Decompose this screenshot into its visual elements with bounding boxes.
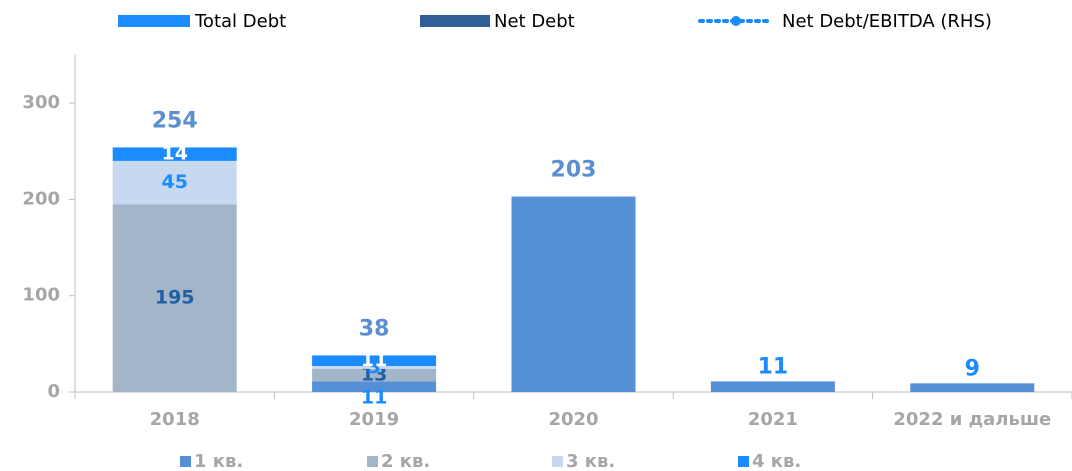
bar-segment <box>312 381 437 392</box>
bar-segment <box>112 204 237 392</box>
x-tick-label: 2018 <box>150 409 200 430</box>
total-label: 38 <box>359 316 390 341</box>
legend-swatch <box>180 456 191 467</box>
legend-swatch <box>367 456 378 467</box>
total-label: 9 <box>965 356 980 381</box>
bar-segment <box>511 196 636 392</box>
x-tick-label: 2020 <box>548 409 598 430</box>
legend-swatch <box>420 15 490 27</box>
x-tick-label: 2021 <box>748 409 798 430</box>
legend-label: Net Debt/EBITDA (RHS) <box>782 11 992 32</box>
y-tick-label: 100 <box>22 285 60 306</box>
total-label: 11 <box>758 354 789 379</box>
segment-label: 45 <box>161 171 187 193</box>
legend-label: Total Debt <box>194 11 286 32</box>
bar-segment <box>910 383 1035 392</box>
bar-segment <box>312 366 437 369</box>
legend-swatch <box>738 456 749 467</box>
total-label: 254 <box>152 108 198 133</box>
legend-label: 3 кв. <box>566 451 615 471</box>
bar-segment <box>112 147 237 161</box>
segment-label: 11 <box>361 387 387 409</box>
bar-segment <box>312 368 437 382</box>
y-tick-label: 0 <box>47 381 60 402</box>
legend-label: Net Debt <box>494 11 575 32</box>
x-tick-label: 2019 <box>349 409 399 430</box>
legend-swatch <box>118 15 190 27</box>
legend-swatch <box>552 456 563 467</box>
segment-label: 11 <box>361 349 387 371</box>
segment-label: 13 <box>361 364 387 386</box>
legend-marker <box>731 16 741 26</box>
legend-label: 1 кв. <box>194 451 243 471</box>
legend-label: 2 кв. <box>381 451 430 471</box>
bar-segment <box>312 355 437 367</box>
bar-segment <box>112 160 237 205</box>
y-tick-label: 200 <box>22 188 60 209</box>
legend-label: 4 кв. <box>752 451 801 471</box>
bar-segment <box>710 381 835 392</box>
segment-label: 14 <box>161 143 187 165</box>
y-tick-label: 300 <box>22 92 60 113</box>
x-tick-label: 2022 и дальше <box>893 409 1051 430</box>
total-label: 203 <box>551 158 597 183</box>
segment-label: 195 <box>155 287 195 309</box>
